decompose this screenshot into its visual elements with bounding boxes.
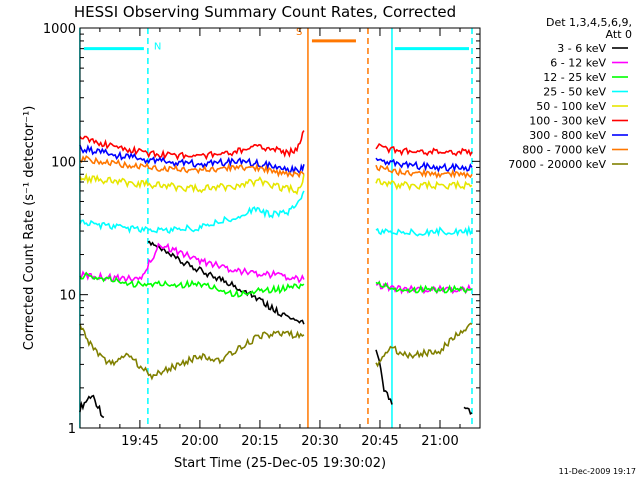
axes: 1 10 100 1000 19:45 20:00 20:15 20:30 20:45 21:00	[43, 22, 481, 449]
series-line-25-to-50keV	[79, 190, 305, 235]
legend-label: 300 - 800 keV	[529, 129, 606, 142]
legend-label: 800 - 7000 keV	[522, 144, 606, 157]
series-line-800-to-7000keV	[375, 164, 473, 180]
legend-header: Det 1,3,4,5,6,9,	[546, 16, 632, 29]
annotation-label-0: N	[154, 42, 161, 53]
series-line-25-to-50keV	[375, 224, 473, 238]
chart-title: HESSI Observing Summary Count Rates, Cor…	[74, 3, 456, 21]
legend-label: 100 - 300 keV	[529, 115, 606, 128]
x-tick-label: 20:45	[361, 434, 398, 449]
series-line-50-to-100keV	[375, 178, 473, 192]
y-tick-label: 100	[51, 155, 76, 170]
x-axis-label: Start Time (25-Dec-05 19:30:02)	[174, 456, 386, 471]
series-line-3-to-6keV	[147, 240, 305, 325]
series-line-6-to-12keV	[375, 279, 473, 295]
legend-label: 7000 - 20000 keV	[508, 158, 606, 171]
series-line-3-to-6keV	[463, 406, 473, 416]
annotation-label-1: S	[296, 27, 302, 38]
x-tick-label: 20:15	[241, 434, 278, 449]
legend-label: 3 - 6 keV	[557, 42, 606, 55]
legend-header: Att 0	[606, 28, 632, 41]
footer-timestamp: 11-Dec-2009 19:17	[559, 467, 636, 476]
series-line-800-to-7000keV	[79, 155, 305, 179]
series-line-300-to-800keV	[79, 144, 305, 176]
series-line-100-to-300keV	[375, 143, 473, 157]
x-tick-label: 21:00	[421, 434, 458, 449]
series-line-3-to-6keV	[375, 349, 393, 405]
series-line-7000-to-20000keV	[79, 323, 305, 381]
series-layer	[79, 130, 473, 419]
x-tick-label: 20:30	[301, 434, 338, 449]
series-line-3-to-6keV	[79, 394, 105, 419]
series-line-12-to-25keV	[375, 280, 473, 294]
y-tick-label: 10	[59, 289, 76, 304]
legend-label: 50 - 100 keV	[536, 100, 606, 113]
x-tick-label: 20:00	[181, 434, 218, 449]
series-line-6-to-12keV	[79, 242, 305, 284]
legend-label: 12 - 25 keV	[543, 71, 606, 84]
y-axis-label: Corrected Count Rate (s⁻¹ detector⁻¹)	[22, 106, 37, 351]
x-tick-label: 19:45	[121, 434, 158, 449]
y-tick-label: 1	[68, 422, 76, 437]
y-tick-label: 1000	[43, 22, 76, 37]
series-line-12-to-25keV	[79, 271, 305, 298]
legend-label: 6 - 12 keV	[550, 57, 606, 70]
series-line-50-to-100keV	[79, 172, 305, 196]
series-line-300-to-800keV	[375, 157, 473, 173]
series-line-7000-to-20000keV	[375, 322, 473, 368]
series-line-100-to-300keV	[79, 130, 305, 161]
legend-label: 25 - 50 keV	[543, 86, 606, 99]
legend: Det 1,3,4,5,6,9,Att 03 - 6 keV 6 - 12 keV…	[508, 16, 632, 171]
